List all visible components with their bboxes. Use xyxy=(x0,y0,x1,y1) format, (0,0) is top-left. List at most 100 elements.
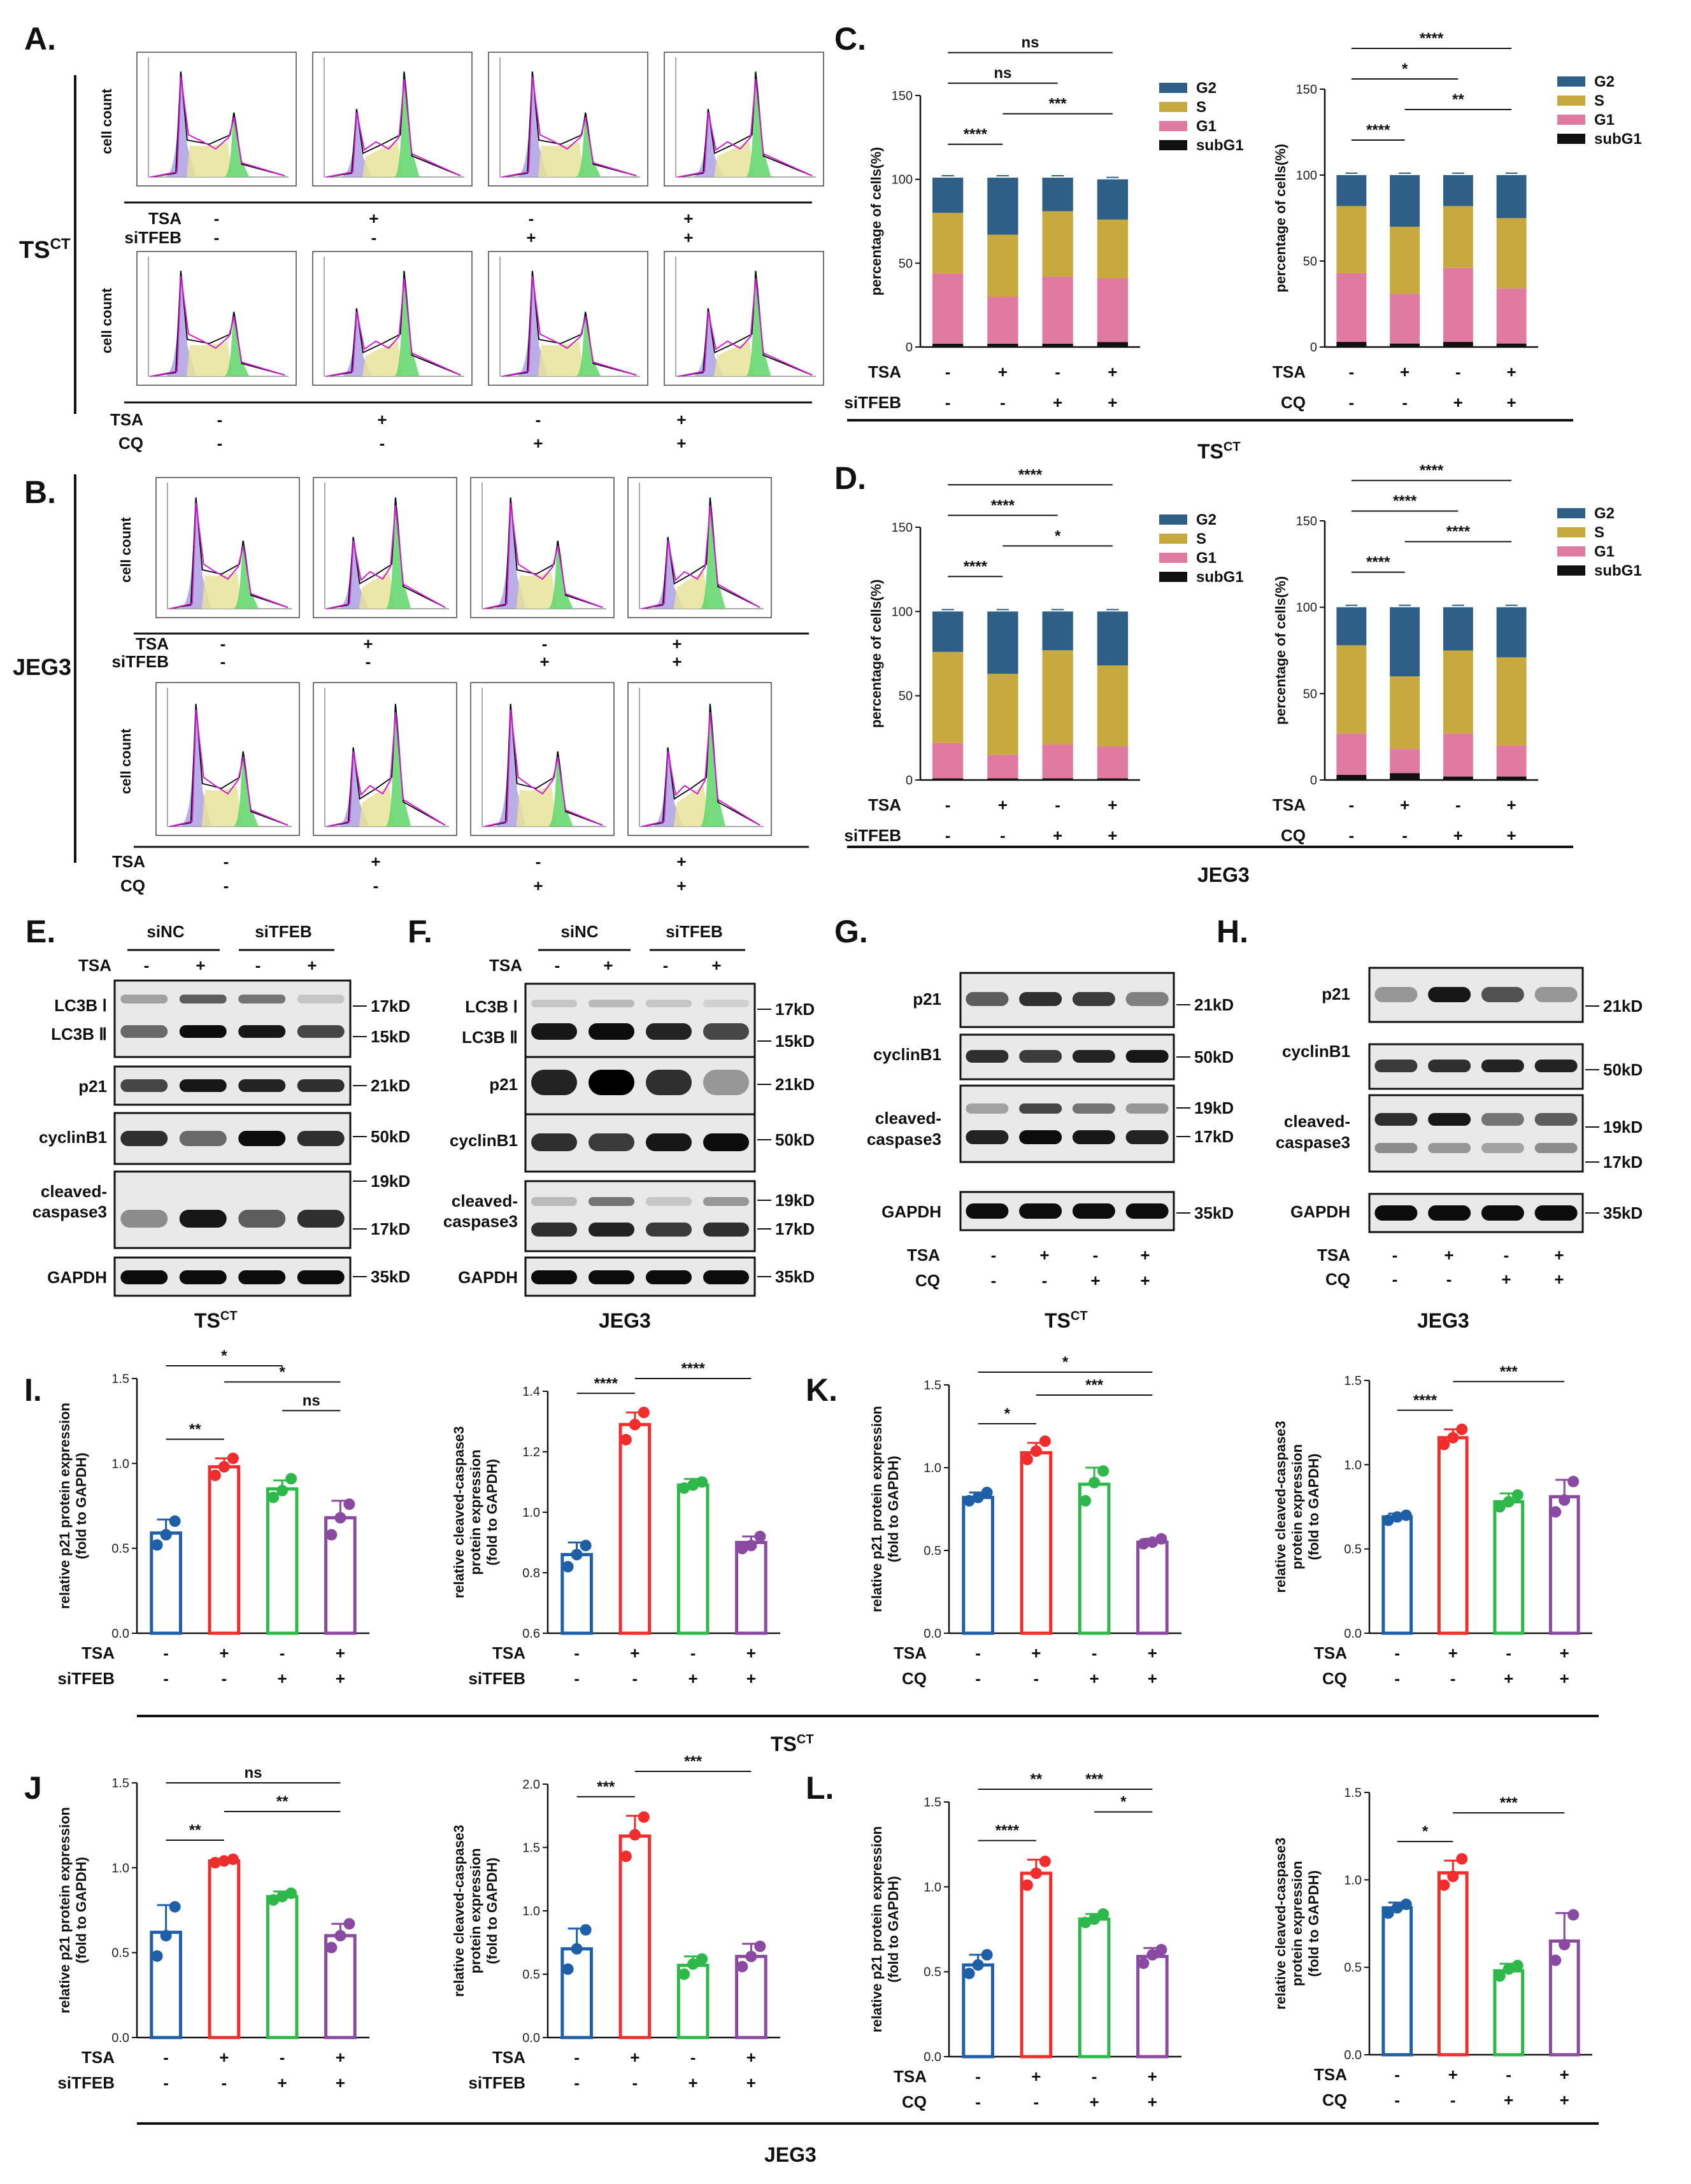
bar-segment-G1 xyxy=(1390,294,1420,344)
condition-sign: - xyxy=(224,876,229,895)
y-tick-label: 0.0 xyxy=(1344,1627,1362,1641)
kd-label: 35kD xyxy=(371,1267,410,1286)
bar xyxy=(735,1541,767,1635)
bar-segment-subG1 xyxy=(1390,773,1420,780)
sitfeb-label: siTFEB xyxy=(666,922,723,941)
bar xyxy=(1136,1955,1169,2059)
row-sign: - xyxy=(945,393,951,412)
data-point xyxy=(745,1950,757,1962)
data-point xyxy=(1511,1959,1523,1971)
sig-label: ns xyxy=(244,1764,262,1782)
blot-band xyxy=(1374,1205,1418,1221)
bar-segment-G1 xyxy=(1097,746,1129,779)
bar-segment-S xyxy=(1496,218,1527,289)
blot-band xyxy=(703,1070,749,1095)
y-tick-label: 2.0 xyxy=(522,1778,540,1792)
data-point xyxy=(1138,1538,1150,1550)
blot-row-label: p21 xyxy=(489,1075,518,1094)
data-point xyxy=(1456,1423,1468,1435)
y-tick-label: 1.0 xyxy=(1344,1873,1362,1887)
data-point xyxy=(343,1918,355,1930)
y-tick-label: 1.0 xyxy=(1344,1458,1362,1472)
row-sign: + xyxy=(1453,826,1463,845)
row-sign: - xyxy=(1402,826,1408,845)
flow-s-fill xyxy=(714,341,755,376)
data-point xyxy=(687,1958,699,1970)
blot-frame xyxy=(959,1084,1175,1163)
sig-label: *** xyxy=(1085,1771,1104,1788)
y-tick-label: 0.5 xyxy=(111,1946,129,1961)
data-point xyxy=(209,1470,221,1481)
condition-sign: - xyxy=(1392,1245,1398,1265)
bar-segment-G1 xyxy=(987,297,1018,344)
sig-label: ns xyxy=(1021,34,1039,52)
row-sign: + xyxy=(746,2073,756,2092)
row-sign: - xyxy=(1055,795,1060,814)
panel-label-j: J xyxy=(24,1770,42,1806)
condition-sign: - xyxy=(373,876,379,895)
data-point xyxy=(963,1495,975,1507)
bar xyxy=(1381,1906,1413,2057)
row-sign: + xyxy=(1108,826,1117,845)
flow-g1-fill xyxy=(164,71,196,177)
row-sign: - xyxy=(1450,1669,1456,1688)
bar xyxy=(150,1931,182,2039)
bar-segment-G1 xyxy=(1443,267,1473,342)
bar xyxy=(1493,1969,1525,2057)
blot-band xyxy=(966,1130,1009,1144)
blot-h-gapdh xyxy=(1368,1193,1584,1233)
y-axis-label: relative cleaved-caspase3 xyxy=(451,1426,467,1598)
blot-band xyxy=(1534,1060,1578,1072)
bar-segment-G2 xyxy=(1097,611,1129,666)
row-label: siTFEB xyxy=(57,1669,115,1688)
bar xyxy=(1437,1436,1469,1635)
legend-swatch-S xyxy=(1159,102,1187,112)
bar xyxy=(266,1487,299,1635)
bar-segment-G2 xyxy=(987,611,1018,674)
y-axis-label: (fold to GAPDH) xyxy=(885,1456,901,1562)
blot-e-caspase xyxy=(113,1170,352,1249)
y-axis-label: (fold to GAPDH) xyxy=(1306,1870,1322,1976)
legend-label: G1 xyxy=(1196,550,1217,567)
jeg3-caption-d: JEG3 xyxy=(1197,863,1250,886)
condition-sign: + xyxy=(1039,1245,1049,1265)
row-sign: + xyxy=(219,1643,229,1663)
flow-histogram-4 xyxy=(136,251,297,386)
condition-sign: - xyxy=(1446,1270,1452,1289)
row-sign: - xyxy=(1402,393,1408,412)
blot-band xyxy=(1534,1205,1578,1221)
condition-sign: - xyxy=(214,228,220,247)
sig-label: **** xyxy=(1018,466,1043,483)
bar-segment-subG1 xyxy=(932,343,964,347)
blot-band xyxy=(1481,987,1524,1002)
blot-band xyxy=(1481,1143,1524,1153)
blot-band xyxy=(1428,1143,1471,1153)
legend-swatch-S xyxy=(1159,534,1187,544)
flow-s-fill xyxy=(362,141,403,177)
row-sign: + xyxy=(1108,795,1117,814)
blot-band xyxy=(646,1000,692,1007)
flow-g2-fill xyxy=(394,71,420,177)
row-sign: - xyxy=(1394,1669,1400,1688)
flow-g2-fill xyxy=(575,311,601,376)
bar-segment-subG1 xyxy=(1390,343,1420,347)
bar-segment-subG1 xyxy=(1336,341,1367,347)
blot-row-label: cyclinB1 xyxy=(450,1131,518,1150)
flow-model xyxy=(326,78,461,178)
flow-s-fill xyxy=(201,571,242,609)
y-tick-label: 0.5 xyxy=(1344,1543,1362,1557)
ts-caption-e: TSCT xyxy=(194,1309,238,1332)
flow-g2-fill xyxy=(385,704,411,826)
bar-segment-G1 xyxy=(1496,745,1527,777)
row-sign: + xyxy=(336,1643,345,1663)
blot-band xyxy=(120,1131,168,1146)
flow-g1-fill xyxy=(692,308,724,376)
condition-sign: - xyxy=(214,209,220,228)
kd-label: 50kD xyxy=(1194,1047,1234,1067)
kd-label: 19kD xyxy=(371,1172,410,1191)
ts-label-a: TSCT xyxy=(19,236,71,264)
blot-f-caspase xyxy=(524,1180,756,1252)
legend-label: G2 xyxy=(1594,73,1615,90)
row-sign: - xyxy=(1349,795,1355,814)
bar-segment-G1 xyxy=(1390,749,1420,774)
